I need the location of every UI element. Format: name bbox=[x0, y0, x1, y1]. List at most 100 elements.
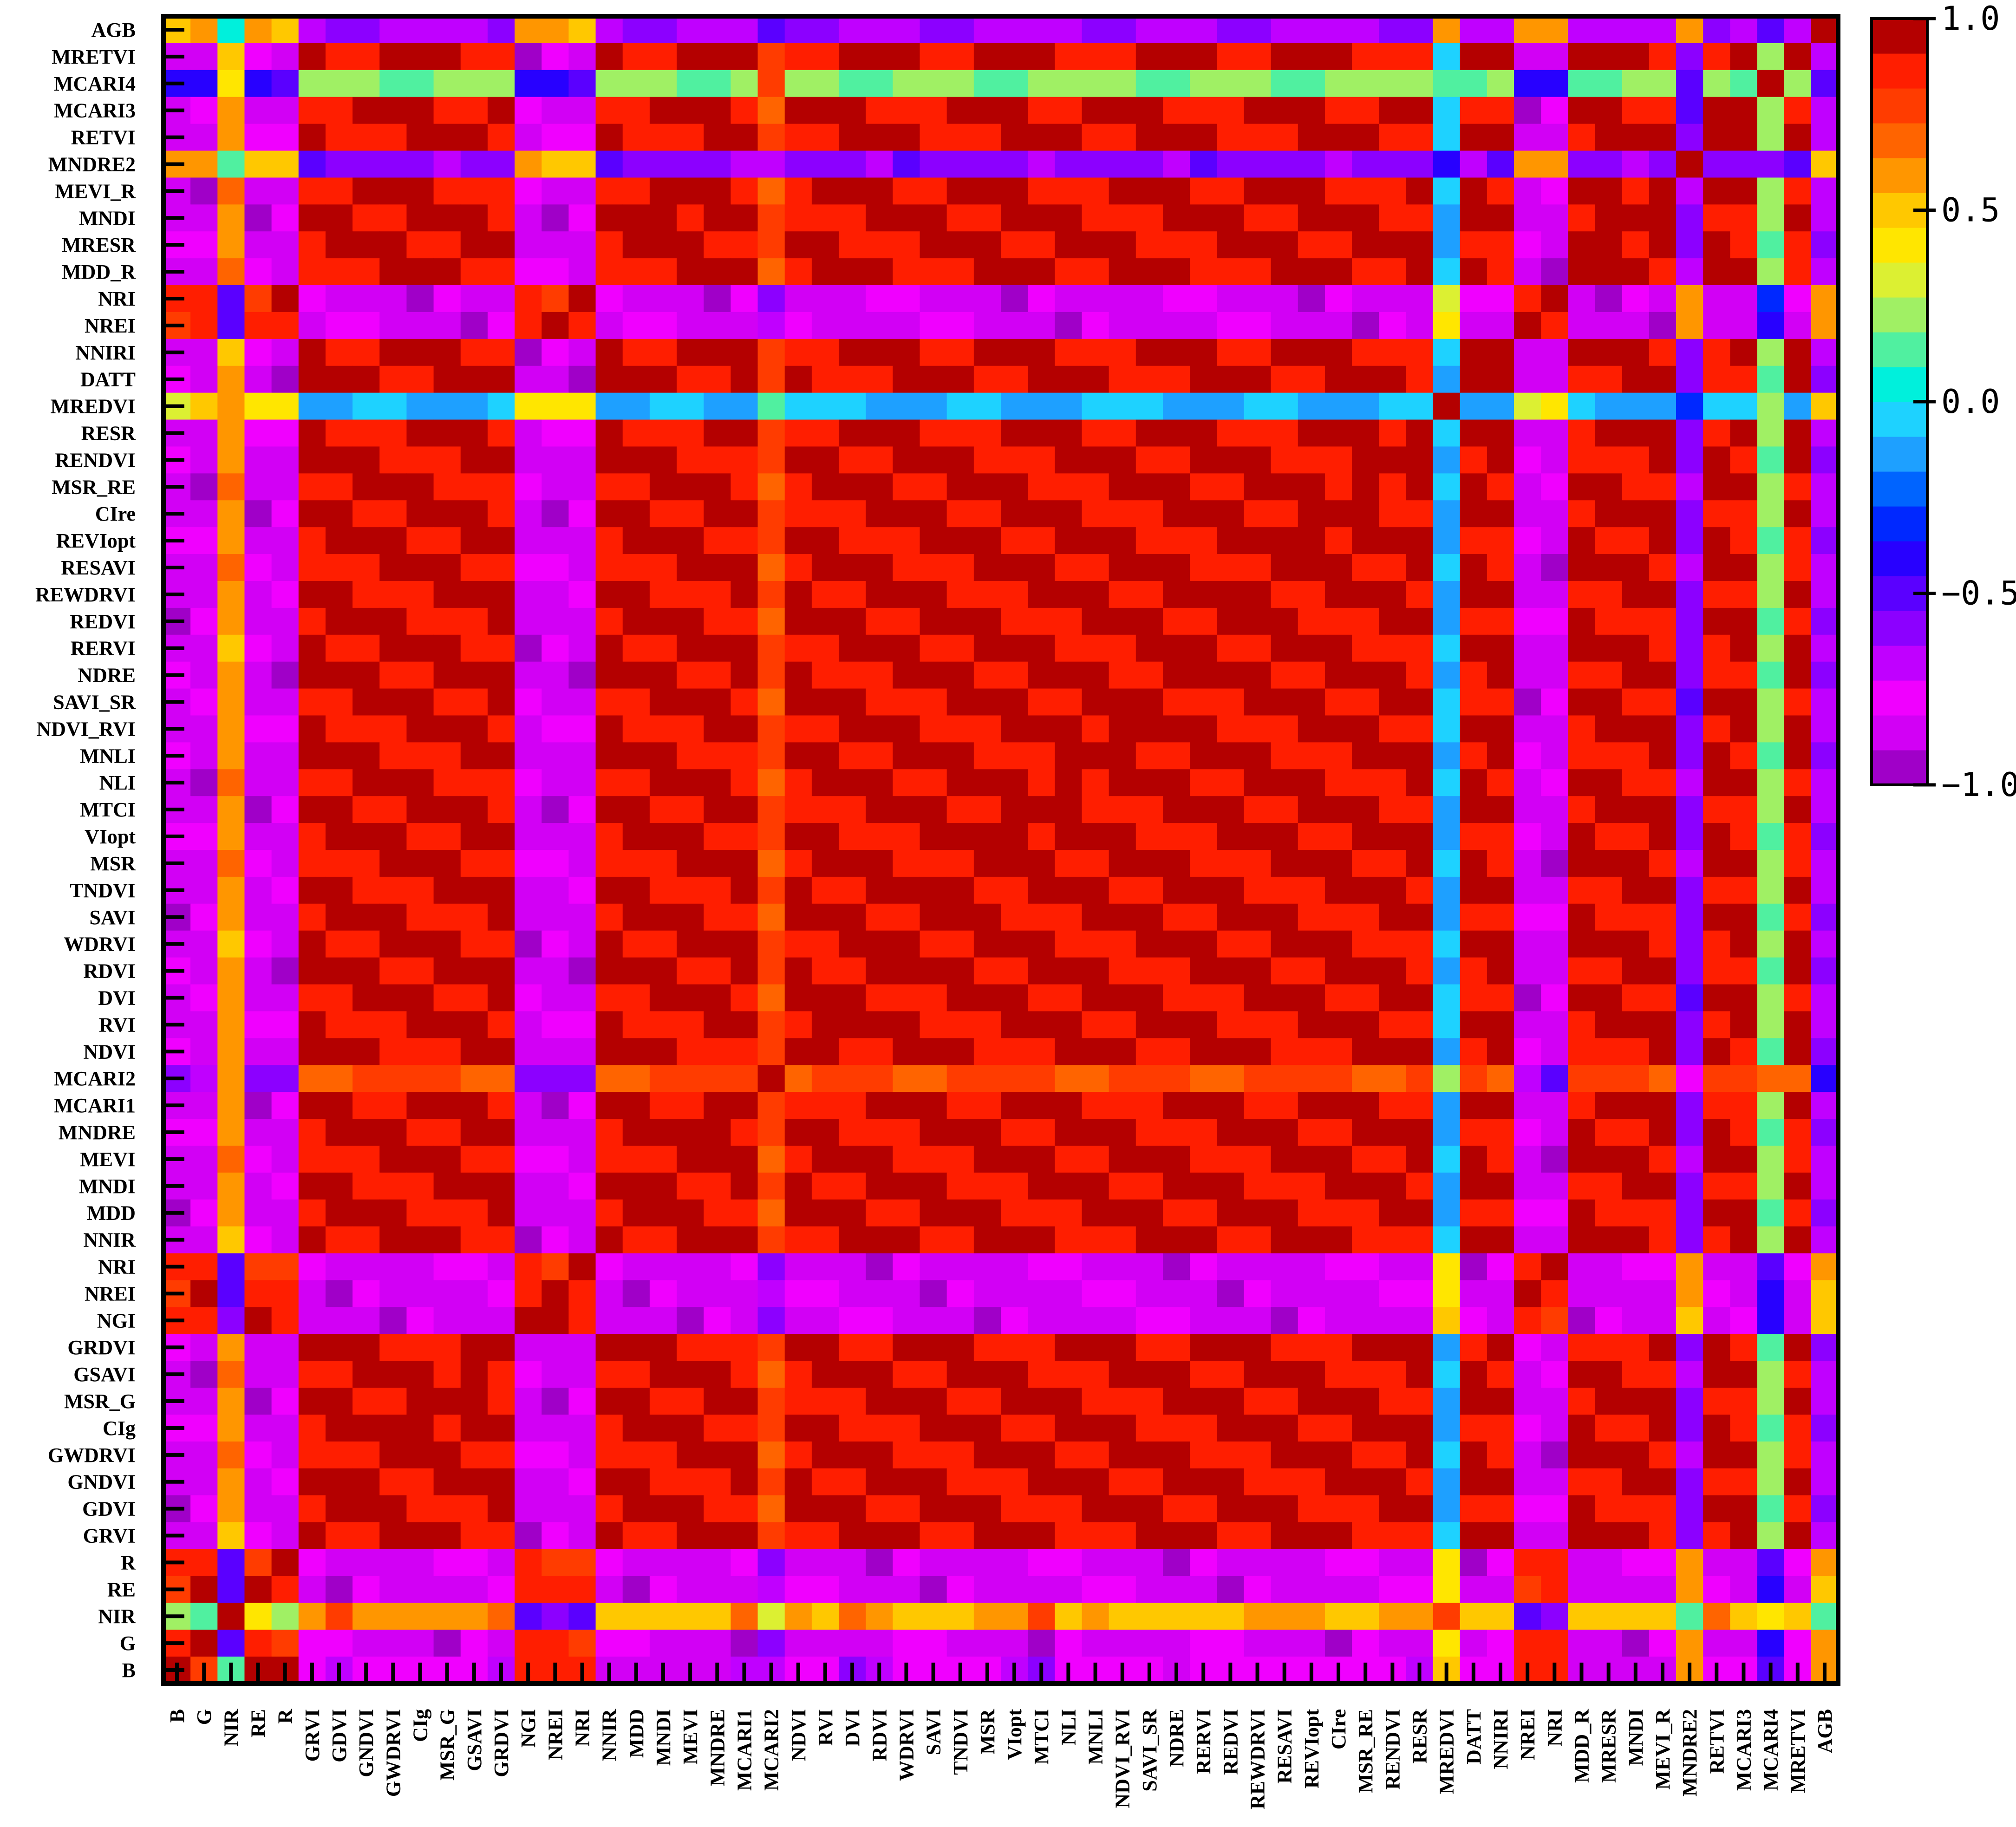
heatmap-cell bbox=[1487, 769, 1514, 796]
heatmap-cell bbox=[1730, 1441, 1758, 1469]
heatmap-cell bbox=[244, 1468, 272, 1496]
heatmap-cell bbox=[920, 500, 947, 528]
heatmap-cell bbox=[190, 715, 218, 743]
heatmap-cell bbox=[920, 231, 947, 259]
heatmap-cell bbox=[1109, 1630, 1136, 1657]
heatmap-cell bbox=[811, 769, 839, 796]
heatmap-cell bbox=[866, 1199, 893, 1227]
heatmap-cell bbox=[757, 1522, 785, 1550]
heatmap-cell bbox=[433, 365, 461, 393]
heatmap-cell bbox=[1190, 984, 1217, 1012]
heatmap-cell bbox=[839, 1038, 866, 1065]
colorbar-segment bbox=[1872, 402, 1927, 437]
heatmap-cell bbox=[542, 1468, 569, 1496]
heatmap-cell bbox=[1379, 581, 1407, 608]
heatmap-cell bbox=[244, 285, 272, 313]
heatmap-cell bbox=[1514, 769, 1541, 796]
heatmap-cell bbox=[866, 365, 893, 393]
heatmap-cell bbox=[1271, 1522, 1298, 1550]
heatmap-cell bbox=[1135, 16, 1163, 44]
heatmap-cell bbox=[1703, 177, 1730, 205]
heatmap-cell bbox=[973, 1011, 1001, 1038]
heatmap-cell bbox=[1324, 796, 1352, 823]
heatmap-cell bbox=[487, 1630, 515, 1657]
heatmap-cell bbox=[1055, 876, 1083, 904]
column-label: MEVI bbox=[679, 1709, 702, 1765]
heatmap-cell bbox=[352, 661, 380, 689]
row-label: MSR bbox=[90, 852, 136, 875]
heatmap-cell bbox=[1622, 823, 1650, 850]
heatmap-cell bbox=[1244, 1172, 1272, 1200]
heatmap-cell bbox=[1324, 1226, 1352, 1254]
heatmap-cell bbox=[595, 1630, 623, 1657]
heatmap-cell bbox=[325, 1334, 353, 1361]
heatmap-cell bbox=[1622, 177, 1650, 205]
heatmap-cell bbox=[1460, 43, 1488, 71]
heatmap-cell bbox=[1244, 124, 1272, 151]
heatmap-cell bbox=[1109, 1172, 1136, 1200]
column-label: RVI bbox=[814, 1709, 837, 1746]
heatmap-cell bbox=[1244, 1361, 1272, 1388]
heatmap-cell bbox=[866, 150, 893, 178]
heatmap-cell bbox=[325, 984, 353, 1012]
heatmap-cell bbox=[784, 957, 812, 985]
heatmap-cell bbox=[1730, 1172, 1758, 1200]
heatmap-cell bbox=[1162, 177, 1190, 205]
column-label: RENDVI bbox=[1381, 1709, 1404, 1790]
heatmap-cell bbox=[1703, 124, 1730, 151]
heatmap-cell bbox=[325, 419, 353, 447]
heatmap-cell bbox=[1135, 1172, 1163, 1200]
heatmap-cell bbox=[1433, 1414, 1461, 1442]
heatmap-cell bbox=[433, 661, 461, 689]
heatmap-cell bbox=[1028, 688, 1055, 716]
heatmap-cell bbox=[217, 554, 245, 581]
heatmap-cell bbox=[1055, 527, 1083, 555]
heatmap-cell bbox=[704, 850, 731, 877]
heatmap-cell bbox=[1406, 285, 1434, 313]
heatmap-cell bbox=[677, 500, 704, 528]
heatmap-cell bbox=[757, 823, 785, 850]
heatmap-cell bbox=[433, 769, 461, 796]
heatmap-cell bbox=[1595, 1199, 1623, 1227]
heatmap-cell bbox=[325, 258, 353, 286]
heatmap-cell bbox=[893, 957, 920, 985]
heatmap-cell bbox=[757, 419, 785, 447]
heatmap-cell bbox=[433, 742, 461, 770]
heatmap-cell bbox=[1595, 1468, 1623, 1496]
heatmap-cell bbox=[1352, 554, 1379, 581]
heatmap-cell bbox=[622, 930, 650, 958]
heatmap-cell bbox=[1001, 903, 1028, 931]
heatmap-cell bbox=[893, 16, 920, 44]
heatmap-cell bbox=[595, 177, 623, 205]
heatmap-cell bbox=[217, 1119, 245, 1146]
heatmap-cell bbox=[1217, 581, 1245, 608]
heatmap-cell bbox=[649, 1119, 677, 1146]
heatmap-cell bbox=[568, 1495, 596, 1523]
heatmap-cell bbox=[1162, 97, 1190, 124]
heatmap-cell bbox=[460, 16, 488, 44]
row-label: MSR_G bbox=[64, 1390, 136, 1413]
heatmap-cell bbox=[515, 1549, 542, 1576]
heatmap-cell bbox=[1514, 1172, 1541, 1200]
heatmap-cell bbox=[487, 124, 515, 151]
heatmap-cell bbox=[1433, 419, 1461, 447]
heatmap-cell bbox=[542, 43, 569, 71]
heatmap-cell bbox=[1784, 1361, 1812, 1388]
heatmap-cell bbox=[1055, 1253, 1083, 1281]
heatmap-cell bbox=[1298, 392, 1325, 420]
heatmap-cell bbox=[1730, 1576, 1758, 1603]
heatmap-cell bbox=[731, 1603, 758, 1630]
heatmap-cell bbox=[352, 796, 380, 823]
heatmap-cell bbox=[1568, 850, 1596, 877]
heatmap-cell bbox=[920, 661, 947, 689]
heatmap-cell bbox=[271, 527, 299, 555]
heatmap-cell bbox=[1162, 312, 1190, 339]
heatmap-cell bbox=[1595, 554, 1623, 581]
heatmap-cell bbox=[946, 339, 974, 366]
heatmap-cell bbox=[542, 688, 569, 716]
heatmap-cell bbox=[1514, 984, 1541, 1012]
heatmap-cell bbox=[1568, 446, 1596, 474]
heatmap-cell bbox=[1082, 204, 1109, 232]
heatmap-cell bbox=[1811, 70, 1839, 98]
